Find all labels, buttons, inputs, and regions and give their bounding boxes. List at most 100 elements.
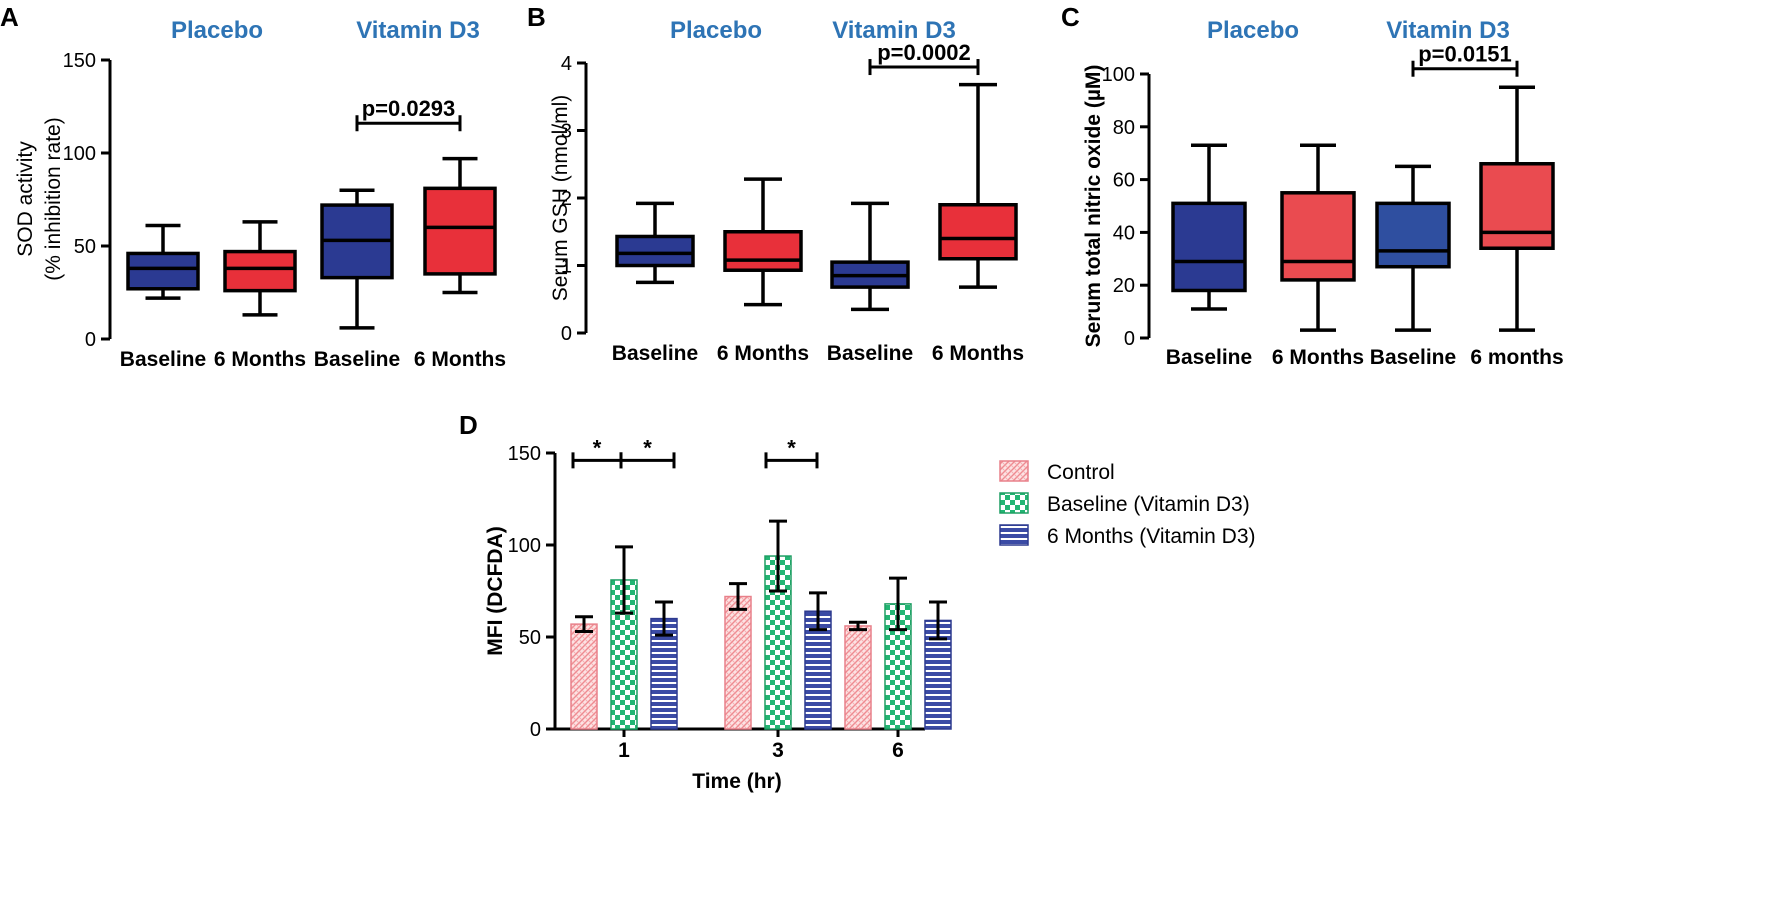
panel-c-y-tick-label: 100 [1102, 64, 1135, 86]
panel-a-box-4 [423, 156, 497, 295]
panel-c-nitric-oxide-chart: C Placebo Vitamin D3 Serum total nitric … [1061, 2, 1564, 369]
panel-a-y-tick-label: 150 [63, 50, 96, 72]
panel-a-category-label: 6 Months [214, 348, 306, 371]
panel-c-y-tick-label: 0 [1124, 328, 1135, 350]
panel-b-group-label-placebo: Placebo [670, 17, 762, 44]
panel-d-bar [884, 576, 912, 730]
panel-d-bar [724, 582, 752, 730]
panel-d-y-tick-label: 150 [508, 443, 541, 465]
panel-b-ylabel: Serum GSH (nmol/ml) [549, 95, 572, 302]
panel-b-p-value: p=0.0002 [877, 40, 971, 65]
bar-rect [650, 617, 678, 730]
panel-b-y-tick-label: 1 [561, 256, 572, 278]
panel-c-ylabel: Serum total nitric oxide (µM) [1082, 65, 1105, 348]
panel-d-y-tick-label: 100 [508, 535, 541, 557]
panel-d-significance-bracket: * [571, 435, 623, 469]
panel-d-bar [570, 615, 598, 730]
panel-c-y-tick-label: 80 [1113, 117, 1135, 139]
panel-d-y-tick-label: 0 [530, 719, 541, 741]
panel-d-bar [610, 545, 638, 730]
bar-rect [844, 625, 872, 730]
panel-c-group-label-placebo: Placebo [1207, 17, 1299, 44]
panel-d-x-tick-label: 1 [618, 739, 630, 762]
panel-b-letter: B [527, 2, 546, 32]
panel-d-mfi-chart: D MFI (DCFDA) Time (hr) 0 50 100 150 1 3 6 * * *… [459, 410, 1256, 793]
panel-b-y-tick-label: 2 [561, 188, 572, 210]
panel-a-ylabel-line1: SOD activity [14, 141, 37, 257]
panel-c-y-tick-label: 60 [1113, 170, 1135, 192]
panel-a-letter: A [0, 2, 19, 32]
box-iqr [1280, 191, 1356, 282]
panel-a-p-value: p=0.0293 [362, 96, 456, 121]
panel-b-box-1 [615, 201, 695, 285]
legend-swatch-control [999, 460, 1029, 482]
panel-d-legend: Control Baseline (Vitamin D3) 6 Months (… [999, 460, 1256, 548]
panel-b-box-4 [938, 82, 1018, 289]
panel-c-box-4 [1479, 85, 1555, 332]
panel-b-y-tick-label: 0 [561, 323, 572, 345]
panel-a-group-label-placebo: Placebo [171, 17, 263, 44]
panel-a-group-label-vitamin-d3: Vitamin D3 [356, 17, 480, 44]
box-iqr [1171, 201, 1247, 293]
bar-rect [570, 623, 598, 730]
panel-d-bar [924, 600, 952, 730]
panel-d-bar [804, 591, 832, 730]
bar-rect [724, 595, 752, 730]
panel-a-ylabel-line2: (% inhibition rate) [42, 117, 65, 280]
box-iqr [126, 251, 200, 291]
panel-a-y-tick-label: 50 [74, 236, 96, 258]
panel-d-asterisk: * [593, 435, 602, 460]
panel-a-category-label: Baseline [314, 348, 400, 371]
panel-d-x-tick-label: 6 [892, 739, 904, 762]
panel-a-box-3 [320, 188, 394, 330]
panel-c-box-1 [1171, 143, 1247, 311]
panel-d-significance-bracket: * [764, 435, 819, 469]
panel-c-y-tick-label: 40 [1113, 222, 1135, 244]
panel-d-bar [844, 620, 872, 730]
panel-c-group-label-vitamin-d3: Vitamin D3 [1386, 17, 1510, 44]
panel-d-xlabel: Time (hr) [692, 770, 781, 793]
panel-c-box-2 [1280, 143, 1356, 332]
panel-b-category-label: Baseline [827, 342, 913, 365]
panel-b-box-2 [723, 177, 803, 307]
panel-a-y-tick-label: 0 [85, 329, 96, 351]
panel-b-y-tick-label: 4 [561, 53, 572, 75]
panel-c-significance-bracket: p=0.0151 [1411, 42, 1519, 77]
panel-a-y-tick-label: 100 [63, 143, 96, 165]
box-iqr [1375, 201, 1451, 269]
panel-a-category-label: Baseline [120, 348, 206, 371]
panel-d-x-tick-label: 3 [772, 739, 784, 762]
panel-c-box-3 [1375, 164, 1451, 332]
legend-label-control: Control [1047, 461, 1115, 484]
legend-label-6-months: 6 Months (Vitamin D3) [1047, 525, 1256, 548]
panel-d-bar [650, 600, 678, 730]
box-iqr [723, 230, 803, 272]
panel-a-sod-chart: A Placebo Vitamin D3 SOD activity (% inh… [0, 2, 506, 371]
panel-c-p-value: p=0.0151 [1418, 42, 1512, 67]
panel-d-bar [764, 519, 792, 730]
box-iqr [938, 203, 1018, 261]
panel-a-box-2 [223, 220, 297, 317]
box-iqr [423, 186, 497, 276]
panel-b-box-3 [830, 201, 910, 312]
panel-a-box-1 [126, 223, 200, 300]
legend-swatch-baseline [999, 492, 1029, 514]
panel-a-category-label: 6 Months [414, 348, 506, 371]
panel-b-significance-bracket: p=0.0002 [868, 40, 980, 76]
panel-a-significance-bracket: p=0.0293 [355, 96, 462, 132]
panel-c-y-tick-label: 20 [1113, 275, 1135, 297]
panel-d-letter: D [459, 410, 478, 440]
panel-b-gsh-chart: B Placebo Vitamin D3 Serum GSH (nmol/ml)… [527, 2, 1024, 365]
legend-label-baseline: Baseline (Vitamin D3) [1047, 493, 1250, 516]
panel-d-ylabel: MFI (DCFDA) [484, 526, 507, 655]
panel-c-letter: C [1061, 2, 1080, 32]
panel-b-y-tick-label: 3 [561, 121, 572, 143]
panel-c-category-label: Baseline [1166, 346, 1252, 369]
panel-d-asterisk: * [643, 435, 652, 460]
panel-b-category-label: 6 Months [717, 342, 809, 365]
panel-b-category-label: Baseline [612, 342, 698, 365]
panel-b-category-label: 6 Months [932, 342, 1024, 365]
panel-d-asterisk: * [787, 435, 796, 460]
legend-swatch-6-months [999, 524, 1029, 546]
